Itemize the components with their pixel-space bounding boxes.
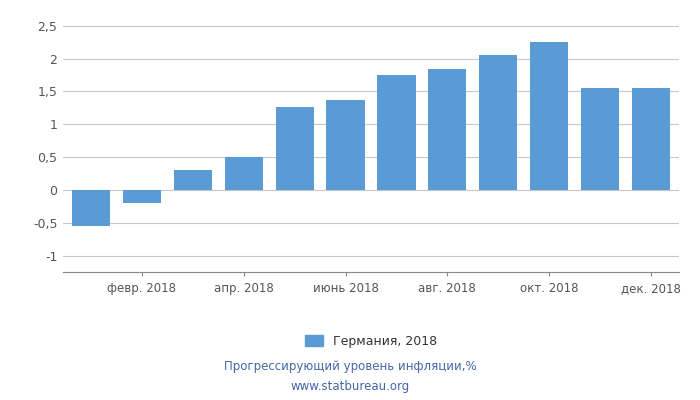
Legend: Германия, 2018: Германия, 2018 xyxy=(304,334,438,348)
Text: www.statbureau.org: www.statbureau.org xyxy=(290,380,410,393)
Bar xyxy=(72,190,110,226)
Bar xyxy=(326,100,365,190)
Bar xyxy=(428,68,466,190)
Bar xyxy=(276,106,314,190)
Bar xyxy=(174,170,212,190)
Bar xyxy=(530,42,568,190)
Bar xyxy=(377,75,416,190)
Bar xyxy=(581,88,620,190)
Bar xyxy=(632,88,670,190)
Bar xyxy=(122,190,161,203)
Text: Прогрессирующий уровень инфляции,%: Прогрессирующий уровень инфляции,% xyxy=(224,360,476,373)
Bar xyxy=(225,157,262,190)
Bar xyxy=(480,55,517,190)
